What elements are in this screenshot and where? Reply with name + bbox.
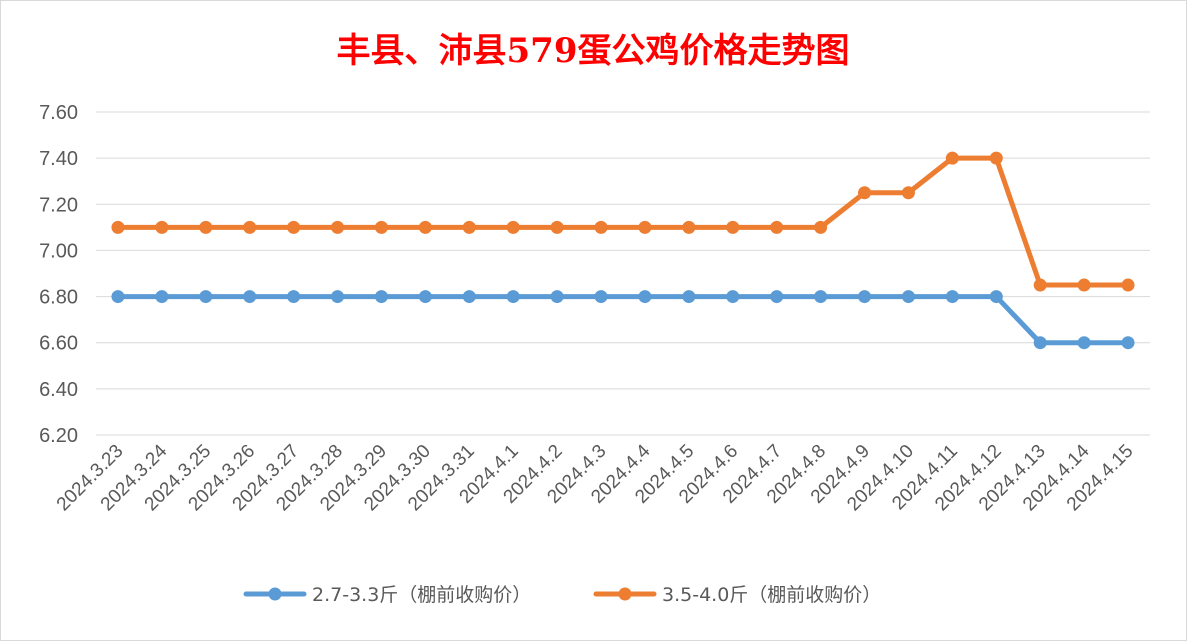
data-point (111, 290, 125, 304)
data-point (901, 290, 915, 304)
series-line (115, 155, 1131, 288)
data-point (1121, 278, 1135, 292)
data-point (989, 151, 1003, 165)
data-point (638, 220, 652, 234)
data-point (770, 290, 784, 304)
data-point (1033, 336, 1047, 350)
data-point (638, 290, 652, 304)
series-layer (111, 151, 1135, 350)
y-axis-ticks: 6.20 6.40 6.60 6.80 7.00 7.20 7.40 7.60 (39, 102, 78, 447)
y-tick-label: 6.40 (39, 379, 78, 401)
legend-marker (618, 587, 632, 601)
data-point (945, 151, 959, 165)
data-point (331, 220, 345, 234)
data-point (287, 290, 301, 304)
data-point (418, 290, 432, 304)
legend-item-2: 3.5-4.0斤（棚前收购价） (593, 584, 881, 606)
data-point (1033, 278, 1047, 292)
data-point (594, 290, 608, 304)
data-point (726, 290, 740, 304)
data-point (1121, 336, 1135, 350)
data-point (814, 220, 828, 234)
y-tick-label: 7.60 (39, 102, 78, 124)
series-2 (111, 151, 1135, 292)
y-tick-label: 7.20 (39, 194, 78, 216)
data-point (594, 220, 608, 234)
y-tick-label: 6.20 (39, 425, 78, 447)
legend-label: 2.7-3.3斤（棚前收购价） (312, 584, 531, 606)
data-point (550, 220, 564, 234)
data-point (682, 290, 696, 304)
data-point (1077, 278, 1091, 292)
data-point (506, 290, 520, 304)
data-point (1077, 336, 1091, 350)
data-point (418, 220, 432, 234)
data-point (155, 220, 169, 234)
y-tick-label: 7.40 (39, 148, 78, 170)
data-point (287, 220, 301, 234)
y-tick-label: 6.80 (39, 287, 78, 309)
series-line (115, 294, 1131, 346)
data-point (462, 290, 476, 304)
data-point (945, 290, 959, 304)
data-point (682, 220, 696, 234)
data-point (858, 186, 872, 200)
data-point (506, 220, 520, 234)
data-point (770, 220, 784, 234)
chart-title: 丰县、沛县579蛋公鸡价格走势图 (337, 31, 850, 71)
data-point (374, 220, 388, 234)
data-point (726, 220, 740, 234)
data-point (989, 290, 1003, 304)
y-tick-label: 6.60 (39, 333, 78, 355)
legend-label: 3.5-4.0斤（棚前收购价） (662, 584, 881, 606)
legend: 2.7-3.3斤（棚前收购价） 3.5-4.0斤（棚前收购价） (243, 584, 881, 606)
legend-marker (268, 587, 282, 601)
data-point (550, 290, 564, 304)
data-point (858, 290, 872, 304)
series-1 (111, 290, 1135, 350)
data-point (243, 290, 257, 304)
data-point (199, 290, 213, 304)
y-tick-label: 7.00 (39, 240, 78, 262)
legend-item-1: 2.7-3.3斤（棚前收购价） (243, 584, 531, 606)
data-point (199, 220, 213, 234)
data-point (814, 290, 828, 304)
data-point (374, 290, 388, 304)
data-point (462, 220, 476, 234)
data-point (901, 186, 915, 200)
data-point (243, 220, 257, 234)
data-point (331, 290, 345, 304)
data-point (111, 220, 125, 234)
data-point (155, 290, 169, 304)
